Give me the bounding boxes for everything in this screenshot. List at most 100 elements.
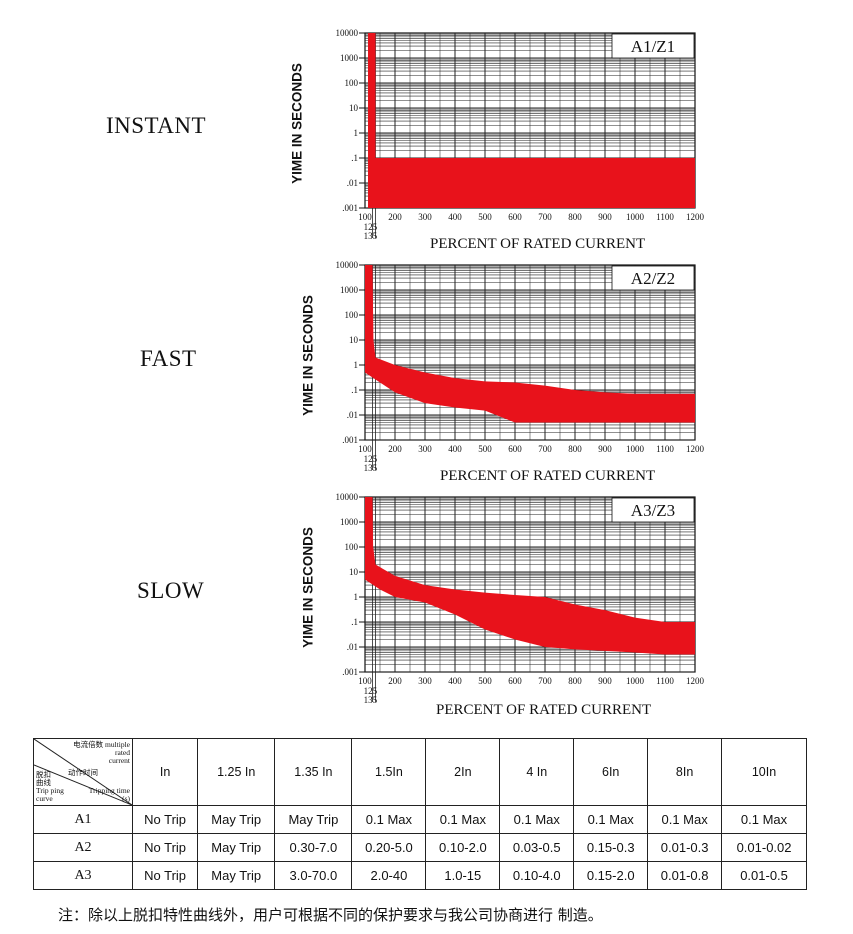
table-cell: 0.1 Max <box>573 805 649 834</box>
table-cell: May Trip <box>274 805 353 834</box>
y-tick-label: .01 <box>347 178 358 188</box>
x-tick-label: 300 <box>418 212 432 222</box>
x-tick-label: 400 <box>448 676 462 686</box>
table-cell: May Trip <box>197 861 276 890</box>
y-tick-label: 10 <box>349 103 359 113</box>
x-tick-label: 1000 <box>626 676 645 686</box>
y-tick-label: .01 <box>347 410 358 420</box>
x-tick-label: 1100 <box>656 212 674 222</box>
x-tick-label: 300 <box>418 444 432 454</box>
x-tick-label: 1000 <box>626 444 645 454</box>
badge-box <box>611 33 695 59</box>
trip-band <box>365 497 695 655</box>
table-corner-cell: 电流倍数 multiple rated current 动作时间 脱扣 曲线 T… <box>33 738 133 806</box>
curve-label-fast: FAST <box>140 346 197 371</box>
table-cell: 0.1 Max <box>721 805 807 834</box>
x-tick-label: 100 <box>358 212 372 222</box>
x-sub-tick-label: 125 <box>364 454 378 464</box>
x-tick-label: 500 <box>478 444 492 454</box>
x-tick-label: 700 <box>538 212 552 222</box>
x-tick-label: 1000 <box>626 212 645 222</box>
table-cell: 0.1 Max <box>499 805 575 834</box>
y-tick-label: .1 <box>351 617 358 627</box>
table-row-a3: A3 No Trip May Trip 3.0-70.0 2.0-40 1.0-… <box>33 861 807 890</box>
corner-curve-label: 脱扣 曲线 Trip ping curve <box>36 770 64 803</box>
header-cell: 10In <box>721 738 807 806</box>
corner-multiple-label: 电流倍数 multiple rated current <box>73 740 130 765</box>
x-tick-label: 900 <box>598 676 612 686</box>
x-tick-label: 800 <box>568 676 582 686</box>
table-cell: 0.15-2.0 <box>573 861 649 890</box>
row-label: A2 <box>33 833 133 862</box>
corner-time-label: Tripping time (s) <box>88 786 130 803</box>
table-cell: 0.10-4.0 <box>499 861 575 890</box>
table-cell: 0.1 Max <box>351 805 427 834</box>
x-tick-label: 1200 <box>686 444 705 454</box>
header-cell: 1.25 In <box>197 738 276 806</box>
y-tick-label: .001 <box>342 203 358 213</box>
table-cell: 0.15-0.3 <box>573 833 649 862</box>
curve-badge: A3/Z3 <box>631 501 675 520</box>
y-tick-label: 100 <box>345 542 359 552</box>
table-cell: No Trip <box>131 861 199 890</box>
header-cell: 1.5In <box>351 738 427 806</box>
x-tick-label: 400 <box>448 444 462 454</box>
header-cell: 2In <box>425 738 501 806</box>
x-tick-label: 700 <box>538 676 552 686</box>
trip-band <box>368 33 695 208</box>
y-tick-label: .1 <box>351 385 358 395</box>
table-header-row: 电流倍数 multiple rated current 动作时间 脱扣 曲线 T… <box>33 738 807 806</box>
y-tick-label: 1000 <box>340 53 359 63</box>
badge-box <box>611 497 695 523</box>
x-tick-label: 600 <box>508 676 522 686</box>
x-tick-label: 200 <box>388 212 402 222</box>
table-cell: 0.03-0.5 <box>499 833 575 862</box>
y-tick-label: .001 <box>342 435 358 445</box>
x-tick-label: 800 <box>568 212 582 222</box>
row-label: A3 <box>33 861 133 890</box>
table-cell: 0.1 Max <box>425 805 501 834</box>
y-tick-label: 10 <box>349 335 359 345</box>
x-sub-tick-label: 125 <box>364 222 378 232</box>
x-tick-label: 1200 <box>686 676 705 686</box>
y-tick-label: .01 <box>347 642 358 652</box>
table-row-a2: A2 No Trip May Trip 0.30-7.0 0.20-5.0 0.… <box>33 833 807 862</box>
y-tick-label: 10 <box>349 567 359 577</box>
table-cell: 0.01-0.3 <box>647 833 723 862</box>
x-sub-tick-label: 135 <box>364 231 378 241</box>
x-tick-label: 700 <box>538 444 552 454</box>
x-tick-label: 800 <box>568 444 582 454</box>
table-row-a1: A1 No Trip May Trip May Trip 0.1 Max 0.1… <box>33 805 807 834</box>
table-cell: 2.0-40 <box>351 861 427 890</box>
header-cell: 4 In <box>499 738 575 806</box>
x-tick-label: 400 <box>448 212 462 222</box>
curve-badge: A1/Z1 <box>631 37 675 56</box>
table-cell: 0.01-0.8 <box>647 861 723 890</box>
x-tick-label: 1100 <box>656 676 674 686</box>
table-cell: May Trip <box>197 833 276 862</box>
x-tick-label: 200 <box>388 444 402 454</box>
row-label: A1 <box>33 805 133 834</box>
header-cell: 6In <box>573 738 649 806</box>
x-sub-tick-label: 135 <box>364 463 378 473</box>
table-cell: 1.0-15 <box>425 861 501 890</box>
y-tick-label: 10000 <box>336 260 359 270</box>
x-tick-label: 900 <box>598 444 612 454</box>
tripping-spec-table: 电流倍数 multiple rated current 动作时间 脱扣 曲线 T… <box>33 738 807 890</box>
y-tick-label: 1 <box>354 592 359 602</box>
table-cell: 3.0-70.0 <box>274 861 353 890</box>
table-cell: No Trip <box>131 833 199 862</box>
curve-label-slow: SLOW <box>137 578 205 603</box>
corner-diagonal <box>34 739 132 805</box>
x-tick-label: 900 <box>598 212 612 222</box>
y-tick-label: 1000 <box>340 285 359 295</box>
footnote: 注：除以上脱扣特性曲线外，用户可根据不同的保护要求与我公司协商进行 制造。 <box>58 906 603 924</box>
y-tick-label: 1 <box>354 360 359 370</box>
x-sub-tick-label: 125 <box>364 686 378 696</box>
x-axis-label-2: PERCENT OF RATED CURRENT <box>440 468 656 484</box>
x-tick-label: 500 <box>478 212 492 222</box>
x-tick-label: 100 <box>358 676 372 686</box>
y-tick-label: 10000 <box>336 28 359 38</box>
